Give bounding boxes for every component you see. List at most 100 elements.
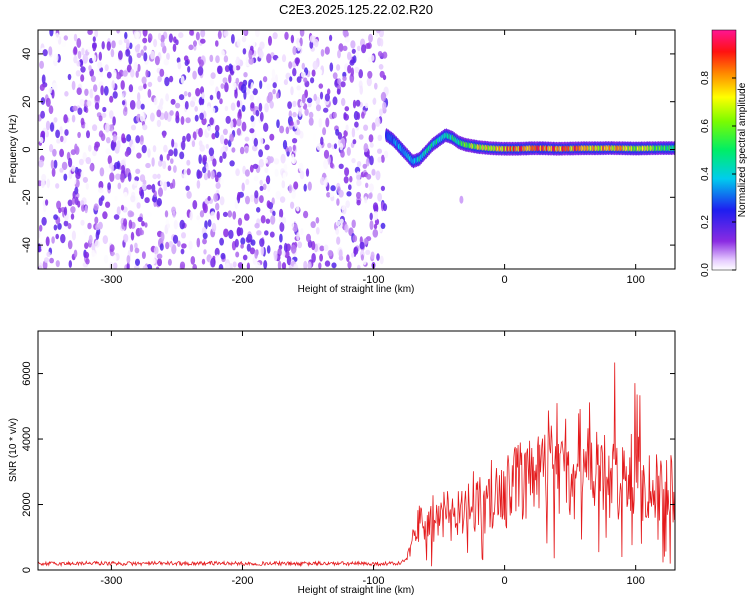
spectrogram-cell — [235, 168, 240, 177]
spectrogram-cell — [358, 69, 364, 79]
spectrogram-cell — [247, 252, 252, 259]
snr-y-axis-label: SNR (10 * v/v) — [8, 418, 19, 482]
spectrogram-cell — [180, 248, 185, 255]
colorbar-tick-label: 0.2 — [700, 215, 711, 229]
spectrogram-cell — [347, 261, 352, 269]
spectrogram-cell — [71, 114, 76, 123]
spectrogram-cell — [49, 257, 54, 264]
spectrogram-cell — [258, 102, 263, 112]
spectrogram-cell — [351, 158, 356, 164]
spectrogram-cell — [382, 101, 387, 111]
spectrogram-cell — [346, 254, 350, 262]
spectrogram-cell — [266, 83, 271, 90]
spectrogram-cell — [305, 168, 310, 177]
spectrogram-cell — [244, 213, 250, 221]
spectrogram-cell — [346, 191, 352, 197]
spectrogram-cell — [374, 82, 378, 90]
spectrogram-cell — [74, 186, 79, 195]
spectrogram-cell — [249, 128, 255, 134]
spectrogram-cell — [113, 183, 117, 190]
spectrogram-cell — [85, 157, 92, 165]
spectrogram-cell — [113, 214, 120, 220]
spectrogram-cell — [142, 265, 148, 269]
spectrogram-cell — [256, 96, 261, 105]
spectrogram-cell — [296, 85, 301, 91]
spectrogram-cell — [51, 167, 56, 177]
spectrogram-cell — [187, 66, 191, 73]
spectrogram-cell — [320, 136, 324, 146]
spectrogram-cell — [142, 30, 148, 37]
spectrogram-cell — [101, 112, 107, 118]
spectrogram-cell — [367, 70, 373, 79]
spectrogram-cell — [147, 148, 151, 158]
spectrogram-cell — [154, 55, 160, 66]
spectrogram-cell — [291, 190, 296, 199]
spectrogram-cell — [98, 115, 103, 122]
spectrogram-cell — [137, 92, 141, 102]
spectrogram-cell — [140, 49, 145, 56]
spectrogram-cell — [232, 211, 237, 220]
spectrogram-cell — [380, 91, 387, 102]
spectrogram-cell — [282, 250, 286, 257]
spectrogram-cell — [141, 76, 147, 85]
spectrogram-cell — [70, 213, 75, 220]
spectrogram-cell — [240, 243, 244, 249]
spectrogram-cell — [81, 47, 85, 56]
spectrogram-cell — [125, 49, 131, 57]
spectrogram-cell — [371, 168, 376, 176]
spectrogram-cell — [168, 241, 174, 248]
spectrogram-cell — [246, 243, 251, 252]
spectrogram-cell — [268, 35, 272, 46]
spectrogram-cell — [99, 167, 105, 177]
spectrogram-cell — [133, 61, 138, 71]
spectrogram-cell — [53, 117, 58, 123]
spectrogram-cell — [258, 149, 263, 158]
spectrogram-cell — [175, 110, 180, 120]
spectrogram-cell — [156, 173, 161, 179]
spectrogram-cell — [79, 98, 85, 106]
spectrogram-cell — [368, 33, 373, 43]
spectrogram-cell — [159, 101, 163, 108]
spectrogram-cell — [140, 135, 144, 142]
spectrogram-cell — [134, 242, 138, 249]
spectrogram-cell — [296, 76, 302, 83]
spectrogram-cell — [126, 255, 131, 264]
spectrogram-cell — [163, 144, 168, 153]
spectrogram-cell — [143, 52, 148, 62]
spectrogram-cell — [75, 70, 81, 77]
spectrogram-cell — [299, 170, 305, 180]
spectrogram-cell — [224, 82, 229, 93]
spectrogram-cell — [158, 187, 163, 197]
spectrogram-cell — [87, 30, 93, 35]
spectrogram-cell — [51, 236, 55, 244]
spectrogram-cell — [352, 139, 357, 145]
spectrogram-cell — [166, 52, 170, 61]
spectrogram-cell — [307, 181, 312, 191]
spectrogram-x-tick-label: 0 — [502, 274, 508, 286]
spectrogram-cell — [232, 54, 237, 61]
spectrogram-cell — [184, 60, 189, 66]
spectrogram-cell — [46, 178, 51, 189]
spectrogram-cell — [325, 117, 330, 128]
spectrogram-cell — [235, 65, 241, 71]
spectrogram-cell — [266, 155, 272, 165]
spectrogram-cell — [49, 30, 54, 37]
spectrogram-cell — [355, 171, 361, 182]
spectrogram-cell — [324, 46, 330, 55]
spectrogram-cell — [219, 237, 225, 246]
spectrogram-cell — [220, 252, 226, 260]
spectrogram-cell — [301, 93, 306, 104]
spectrogram-cell — [102, 235, 109, 245]
spectrogram-cell — [272, 88, 276, 95]
spectrogram-cell — [382, 203, 388, 212]
spectrogram-cell — [40, 179, 45, 188]
spectrogram-cell — [332, 96, 338, 106]
spectrogram-cell — [84, 205, 88, 214]
spectrogram-cell — [245, 195, 250, 205]
spectrogram-cell — [223, 228, 229, 238]
spectrogram-cell — [91, 54, 97, 63]
spectrogram-cell — [104, 64, 109, 72]
spectrogram-cell — [76, 60, 81, 67]
spectrogram-cell — [231, 147, 236, 153]
spectrogram-cell — [288, 146, 293, 153]
